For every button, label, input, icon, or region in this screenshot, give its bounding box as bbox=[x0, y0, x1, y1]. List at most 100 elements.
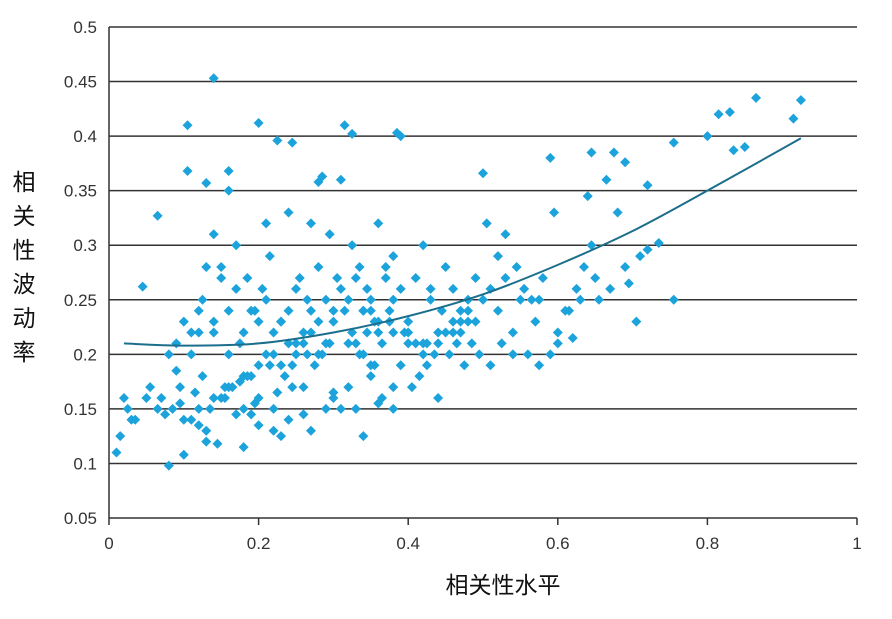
data-point bbox=[175, 398, 186, 409]
data-point bbox=[283, 414, 294, 425]
data-point bbox=[223, 305, 234, 316]
y-tick-label: 0.2 bbox=[73, 345, 97, 364]
x-tick-labels: 0 0.2 0.4 0.6 0.8 1 bbox=[104, 534, 861, 553]
data-point bbox=[178, 449, 189, 460]
x-tick-label: 0.6 bbox=[546, 534, 570, 553]
data-point bbox=[365, 371, 376, 382]
data-point bbox=[305, 425, 316, 436]
data-point bbox=[466, 338, 477, 349]
data-point bbox=[631, 316, 642, 327]
data-point bbox=[795, 95, 806, 106]
data-point bbox=[238, 403, 249, 414]
data-point bbox=[328, 305, 339, 316]
data-point bbox=[642, 244, 653, 255]
data-point bbox=[279, 371, 290, 382]
data-point bbox=[433, 327, 444, 338]
data-point bbox=[448, 283, 459, 294]
data-point bbox=[343, 382, 354, 393]
data-point bbox=[313, 349, 324, 360]
data-point bbox=[395, 131, 406, 142]
data-point bbox=[440, 327, 451, 338]
data-point bbox=[335, 403, 346, 414]
data-point bbox=[253, 118, 264, 129]
data-point bbox=[160, 409, 171, 420]
data-point bbox=[193, 305, 204, 316]
data-point bbox=[141, 392, 152, 403]
data-point bbox=[534, 294, 545, 305]
data-point bbox=[152, 403, 163, 414]
data-point bbox=[253, 360, 264, 371]
data-point bbox=[522, 349, 533, 360]
data-point bbox=[492, 305, 503, 316]
data-point bbox=[567, 332, 578, 343]
data-point bbox=[182, 120, 193, 131]
data-point bbox=[365, 294, 376, 305]
data-point bbox=[261, 349, 272, 360]
data-point bbox=[350, 403, 361, 414]
data-point bbox=[171, 365, 182, 376]
data-point bbox=[347, 128, 358, 139]
y-tick-label: 0.05 bbox=[64, 509, 97, 528]
data-point bbox=[724, 107, 735, 118]
data-point bbox=[620, 157, 631, 168]
data-point bbox=[373, 398, 384, 409]
data-point bbox=[478, 294, 488, 305]
data-point bbox=[620, 262, 631, 273]
data-point bbox=[635, 251, 646, 262]
data-point bbox=[238, 327, 249, 338]
data-point bbox=[455, 316, 466, 327]
data-point bbox=[534, 360, 545, 371]
data-point bbox=[511, 262, 522, 273]
data-point bbox=[418, 349, 429, 360]
data-point bbox=[530, 316, 541, 327]
data-point bbox=[283, 207, 294, 218]
data-point bbox=[358, 431, 369, 442]
data-point bbox=[231, 240, 242, 251]
data-point bbox=[500, 272, 511, 283]
data-point bbox=[448, 316, 459, 327]
data-point bbox=[354, 349, 365, 360]
data-point bbox=[305, 218, 316, 229]
data-point bbox=[380, 262, 391, 273]
data-point bbox=[507, 349, 518, 360]
data-point bbox=[313, 176, 324, 187]
data-point bbox=[455, 305, 466, 316]
data-point bbox=[208, 73, 219, 84]
data-point bbox=[751, 92, 762, 103]
y-axis-label: 相关性波动率 bbox=[13, 170, 36, 366]
data-point bbox=[425, 294, 436, 305]
data-point bbox=[145, 382, 156, 393]
data-point bbox=[612, 207, 623, 218]
data-point bbox=[178, 414, 189, 425]
data-point bbox=[268, 327, 279, 338]
x-tick-label: 0.4 bbox=[396, 534, 420, 553]
data-point bbox=[433, 392, 444, 403]
data-point bbox=[272, 135, 283, 146]
data-point bbox=[302, 294, 313, 305]
data-point bbox=[219, 392, 230, 403]
data-point bbox=[291, 283, 301, 294]
data-point bbox=[268, 403, 279, 414]
data-point bbox=[305, 305, 316, 316]
data-point bbox=[380, 272, 391, 283]
axes bbox=[108, 27, 858, 525]
data-point bbox=[350, 338, 361, 349]
data-point bbox=[373, 327, 384, 338]
data-point bbox=[388, 251, 399, 262]
trend-line bbox=[123, 137, 802, 347]
data-point bbox=[403, 316, 414, 327]
data-point bbox=[283, 305, 294, 316]
data-point bbox=[605, 283, 616, 294]
data-point bbox=[137, 281, 148, 292]
data-point bbox=[601, 174, 612, 185]
data-point bbox=[582, 191, 593, 202]
data-point bbox=[339, 120, 350, 131]
data-point bbox=[249, 398, 260, 409]
data-point bbox=[238, 371, 249, 382]
data-point bbox=[451, 338, 462, 349]
data-point bbox=[739, 142, 750, 153]
data-point bbox=[571, 283, 582, 294]
data-point bbox=[268, 349, 279, 360]
data-point bbox=[388, 327, 399, 338]
data-point bbox=[264, 360, 275, 371]
